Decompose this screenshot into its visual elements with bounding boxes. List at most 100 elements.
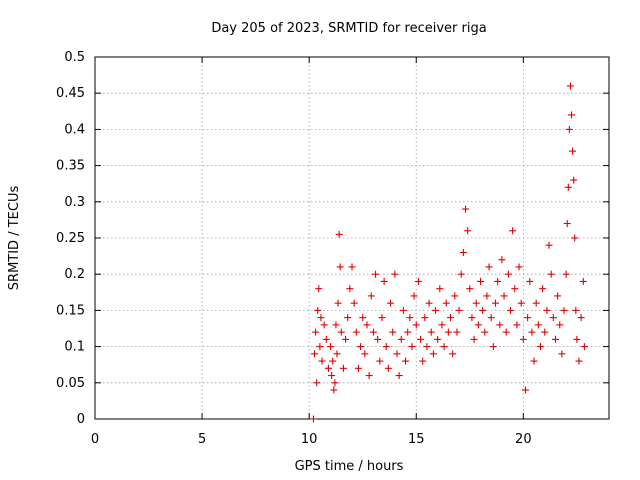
data-point	[315, 285, 323, 293]
x-tick-label: 5	[198, 432, 206, 447]
y-tick-label: 0	[77, 412, 85, 427]
data-point	[423, 343, 431, 351]
data-point	[470, 335, 478, 343]
data-point	[438, 321, 446, 329]
data-point	[449, 350, 457, 358]
data-point	[382, 343, 390, 351]
data-point	[406, 314, 414, 322]
data-point	[412, 321, 420, 329]
data-point	[333, 350, 341, 358]
data-point	[330, 386, 338, 394]
data-point	[494, 277, 502, 285]
y-tick-label: 0.1	[64, 340, 85, 355]
data-point	[575, 357, 583, 365]
data-point	[485, 263, 493, 271]
data-point	[571, 234, 579, 242]
data-point	[363, 321, 371, 329]
x-axis-label: GPS time / hours	[295, 459, 404, 474]
data-point	[395, 372, 403, 380]
data-point	[404, 328, 412, 336]
data-point	[447, 314, 455, 322]
data-point	[359, 314, 367, 322]
data-point	[498, 256, 506, 264]
y-axis-label: SRMTID / TECUs	[7, 186, 22, 291]
data-point	[560, 306, 568, 314]
data-point	[487, 314, 495, 322]
data-point	[352, 328, 360, 336]
data-point	[369, 328, 377, 336]
data-point	[536, 343, 544, 351]
data-point	[357, 343, 365, 351]
data-point	[580, 343, 588, 351]
data-point	[414, 277, 422, 285]
data-point	[457, 270, 465, 278]
data-point	[365, 372, 373, 380]
x-tick-label: 0	[91, 432, 99, 447]
data-point	[558, 350, 566, 358]
data-point	[346, 285, 354, 293]
data-point	[563, 220, 571, 228]
ticks: 0 0.05 0.1 0.15 0.2 0.25 0.3 0.35 0.4 0.45 0.5 0 5 10…	[56, 50, 609, 447]
data-point	[391, 270, 399, 278]
data-point	[393, 350, 401, 358]
data-point	[410, 292, 418, 300]
data-point	[317, 314, 325, 322]
data-point	[577, 314, 585, 322]
data-point	[429, 350, 437, 358]
data-point	[556, 321, 564, 329]
data-point	[534, 321, 542, 329]
data-point	[474, 321, 482, 329]
data-point	[491, 299, 499, 307]
data-point	[361, 350, 369, 358]
data-point	[568, 111, 576, 119]
data-point	[350, 299, 358, 307]
y-tick-label: 0.05	[56, 376, 85, 391]
data-point	[526, 277, 534, 285]
data-point	[318, 357, 326, 365]
x-tick-label: 15	[408, 432, 425, 447]
data-point	[402, 357, 410, 365]
data-point	[502, 328, 510, 336]
data-point	[337, 328, 345, 336]
data-point	[336, 263, 344, 271]
data-point	[513, 321, 521, 329]
data-point	[517, 299, 525, 307]
y-tick-label: 0.45	[56, 86, 85, 101]
data-points	[309, 82, 588, 423]
data-point	[324, 364, 332, 372]
plot-frame	[94, 56, 610, 420]
data-point	[387, 299, 395, 307]
y-tick-label: 0.3	[64, 195, 85, 210]
data-point	[524, 314, 532, 322]
data-point	[453, 328, 461, 336]
data-point	[389, 328, 397, 336]
data-point	[421, 314, 429, 322]
data-point	[511, 285, 519, 293]
data-point	[468, 314, 476, 322]
data-point	[399, 306, 407, 314]
data-point	[436, 285, 444, 293]
data-point	[432, 306, 440, 314]
data-point	[506, 306, 514, 314]
data-point	[543, 306, 551, 314]
data-point	[462, 205, 470, 213]
x-tick-label: 10	[301, 432, 318, 447]
data-point	[322, 335, 330, 343]
chart-title: Day 205 of 2023, SRMTID for receiver rig…	[211, 21, 486, 36]
data-point	[472, 299, 480, 307]
data-point	[565, 125, 573, 133]
data-point	[327, 343, 335, 351]
data-point	[334, 299, 342, 307]
data-point	[569, 147, 577, 155]
data-point	[521, 386, 529, 394]
data-point	[328, 372, 336, 380]
data-point	[348, 263, 356, 271]
data-point	[496, 321, 504, 329]
data-point	[549, 314, 557, 322]
data-point	[444, 328, 452, 336]
data-point	[419, 357, 427, 365]
data-point	[335, 230, 343, 238]
data-point	[562, 270, 570, 278]
data-point	[451, 292, 459, 300]
data-point	[547, 270, 555, 278]
